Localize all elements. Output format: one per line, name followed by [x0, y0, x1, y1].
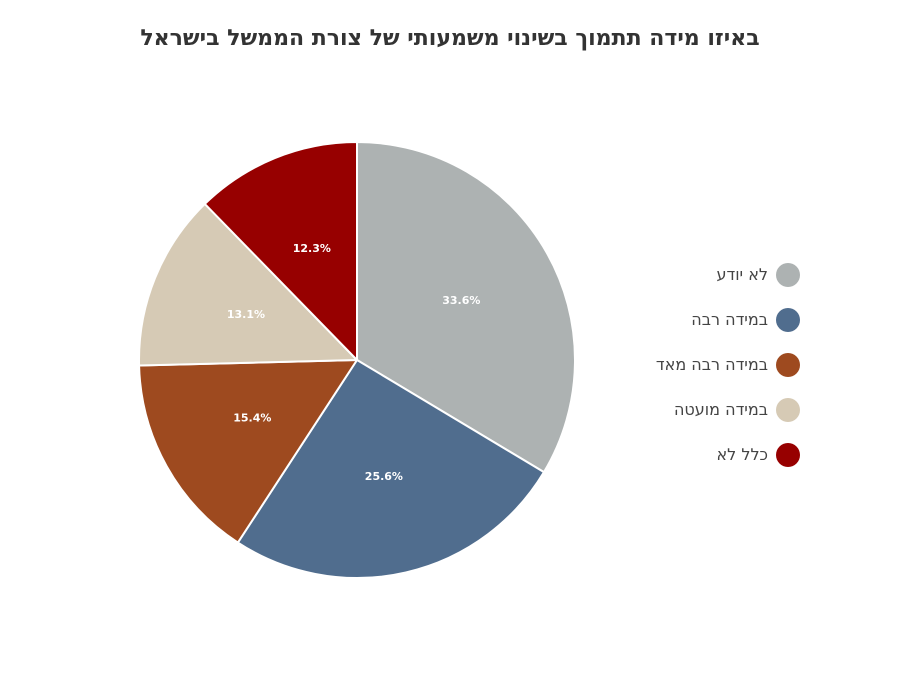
- legend-label: לא יודע: [716, 265, 768, 284]
- slice-data-label: 13.1%: [227, 308, 265, 321]
- legend-item: כלל לא: [600, 432, 800, 477]
- legend-label: במידה מועטה: [673, 400, 768, 419]
- slice-data-label: 15.4%: [233, 411, 271, 424]
- legend-label: במידה רבה: [691, 310, 768, 329]
- legend-item: במידה רבה מאד: [600, 342, 800, 387]
- legend-swatch: [776, 397, 800, 422]
- pie-slice: [138, 202, 358, 367]
- legend-swatch: [776, 442, 800, 467]
- legend-item: במידה רבה: [600, 297, 800, 342]
- legend-label: כלל לא: [716, 445, 768, 464]
- legend-item: במידה מועטה: [600, 387, 800, 432]
- pie-slice: [138, 359, 358, 544]
- legend-swatch: [776, 307, 800, 332]
- legend-item: לא יודע: [600, 252, 800, 297]
- pie-slice: [236, 359, 545, 579]
- slice-data-label: 25.6%: [365, 470, 403, 483]
- slice-data-label: 33.6%: [442, 294, 480, 307]
- slice-data-label: 12.3%: [293, 242, 331, 255]
- chart-title: באיזו מידה תתמוך בשינוי משמעותי של צורת …: [140, 26, 760, 51]
- pie-slice: [203, 141, 358, 361]
- legend-swatch: [776, 352, 800, 377]
- legend-label: במידה רבה מאד: [655, 355, 768, 374]
- legend: לא יודע במידה רבה במידה רבה מאד במידה מועטה…: [600, 252, 800, 477]
- legend-swatch: [776, 262, 800, 287]
- pie-slice: [356, 141, 576, 474]
